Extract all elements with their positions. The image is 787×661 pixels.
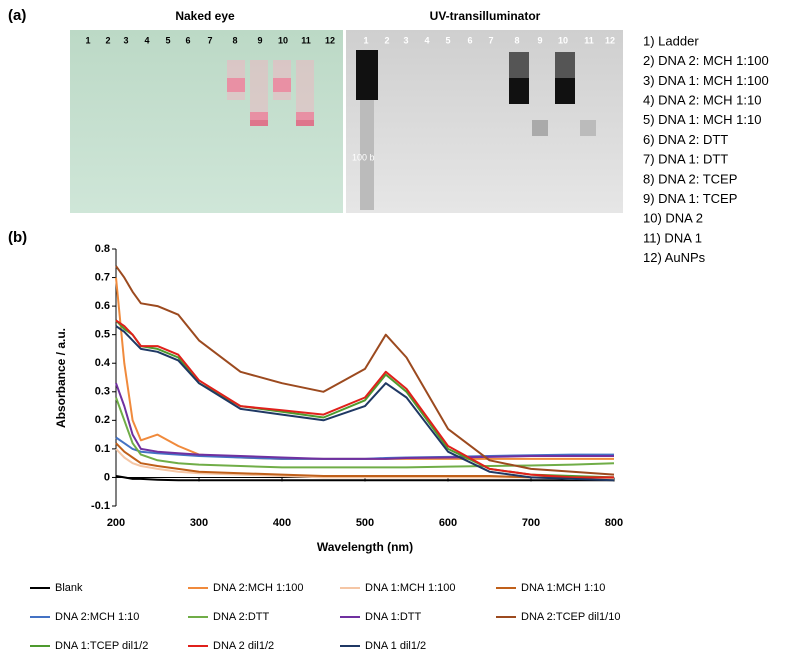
y-tick-label: 0.4 <box>95 357 111 369</box>
legend-label: DNA 2:DTT <box>213 611 270 623</box>
x-tick-label: 500 <box>356 517 374 529</box>
lane-number: 12 <box>325 35 335 45</box>
lane-number: 1 <box>363 35 368 45</box>
gel-title: Naked eye <box>175 9 235 23</box>
y-axis-label: Absorbance / a.u. <box>54 328 68 428</box>
lane-legend: 9) DNA 1: TCEP <box>643 191 737 206</box>
y-tick-label: 0.2 <box>95 414 110 426</box>
legend-label: DNA 2 dil1/2 <box>213 640 274 652</box>
legend-label: Blank <box>55 582 83 594</box>
x-tick-label: 300 <box>190 517 208 529</box>
gel-uv <box>346 30 623 213</box>
legend-label: DNA 1:MCH 1:100 <box>365 582 455 594</box>
series-line <box>115 325 615 482</box>
lane-number: 3 <box>123 35 128 45</box>
x-axis-label: Wavelength (nm) <box>317 540 413 554</box>
legend-label: DNA 2:MCH 1:10 <box>55 611 139 623</box>
lane-number: 4 <box>144 35 149 45</box>
lane-number: 10 <box>558 35 568 45</box>
panel-label: (b) <box>8 229 27 246</box>
y-tick-label: 0.3 <box>95 386 110 398</box>
lane-legend: 10) DNA 2 <box>643 211 703 226</box>
lane-number: 12 <box>605 35 615 45</box>
legend-label: DNA 2:TCEP dil1/10 <box>521 611 620 623</box>
series-line <box>115 442 614 479</box>
lane-number: 4 <box>424 35 429 45</box>
panel-label: (a) <box>8 7 26 24</box>
lane-legend: 1) Ladder <box>643 33 699 48</box>
lane-legend: 4) DNA 2: MCH 1:10 <box>643 93 762 108</box>
lane-number: 2 <box>105 35 110 45</box>
lane-number: 1 <box>85 35 90 45</box>
gel-title: UV-transilluminator <box>430 9 541 23</box>
y-tick-label: 0.8 <box>95 243 110 255</box>
x-tick-label: 400 <box>273 517 291 529</box>
lane-number: 7 <box>207 35 212 45</box>
lane-number: 5 <box>445 35 450 45</box>
series-line <box>115 397 615 469</box>
x-tick-label: 200 <box>107 517 125 529</box>
lane-legend: 5) DNA 1: MCH 1:10 <box>643 112 762 127</box>
y-tick-label: 0.6 <box>95 300 110 312</box>
lane-number: 3 <box>403 35 408 45</box>
series-line <box>115 265 615 476</box>
x-tick-label: 600 <box>439 517 457 529</box>
lane-legend: 12) AuNPs <box>643 250 706 265</box>
x-tick-label: 700 <box>522 517 540 529</box>
lane-number: 9 <box>537 35 542 45</box>
legend-label: DNA 1:DTT <box>365 611 422 623</box>
lane-legend: 6) DNA 2: DTT <box>643 132 728 147</box>
lane-legend: 3) DNA 1: MCH 1:100 <box>643 73 769 88</box>
lane-number: 9 <box>257 35 262 45</box>
legend-label: DNA 1:TCEP dil1/2 <box>55 640 148 652</box>
y-tick-label: 0.5 <box>95 329 110 341</box>
y-tick-label: -0.1 <box>91 500 110 512</box>
lane-number: 8 <box>232 35 237 45</box>
x-tick-label: 800 <box>605 517 623 529</box>
lane-legend: 7) DNA 1: DTT <box>643 152 728 167</box>
y-tick-label: 0 <box>104 471 110 483</box>
series-line <box>115 382 614 460</box>
y-tick-label: 0.1 <box>95 443 110 455</box>
lane-legend: 11) DNA 1 <box>643 230 702 245</box>
series-line <box>115 319 614 479</box>
lane-number: 6 <box>185 35 190 45</box>
legend-label: DNA 2:MCH 1:100 <box>213 582 303 594</box>
y-tick-label: 0.7 <box>95 271 110 283</box>
lane-number: 6 <box>467 35 472 45</box>
gel-bands <box>227 50 596 210</box>
legend-label: DNA 1:MCH 1:10 <box>521 582 605 594</box>
lane-number: 7 <box>488 35 493 45</box>
legend-label: DNA 1 dil1/2 <box>365 640 426 652</box>
ladder-label: 100 b <box>352 152 375 162</box>
lane-legend: 2) DNA 2: MCH 1:100 <box>643 53 769 68</box>
lane-number: 5 <box>165 35 170 45</box>
lane-number: 2 <box>384 35 389 45</box>
lane-legend: 8) DNA 2: TCEP <box>643 171 737 186</box>
series-line <box>115 448 614 480</box>
lane-number: 8 <box>514 35 519 45</box>
lane-number: 10 <box>278 35 288 45</box>
lane-number: 11 <box>584 35 594 45</box>
lane-number: 11 <box>301 35 311 45</box>
series-line <box>115 475 614 482</box>
